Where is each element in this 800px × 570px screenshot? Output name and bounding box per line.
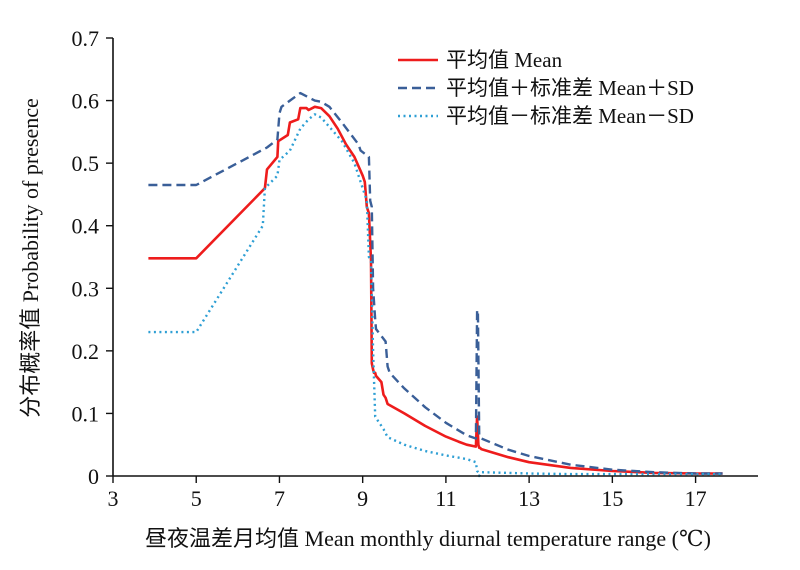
y-tick-label: 0.6	[72, 89, 100, 114]
x-tick-label: 5	[191, 486, 202, 511]
x-tick-label: 3	[108, 486, 119, 511]
y-tick-label: 0.2	[72, 339, 100, 364]
y-tick-label: 0.7	[72, 26, 100, 51]
series-line-1	[148, 91, 723, 475]
y-tick-label: 0.1	[72, 401, 100, 426]
x-tick-label: 15	[601, 486, 623, 511]
plot-lines	[148, 91, 723, 478]
series-line-2	[148, 113, 723, 478]
y-tick-label: 0.3	[72, 276, 100, 301]
x-ticks: 3 5 7 9 11 13 15 17	[108, 476, 707, 511]
axes	[112, 38, 758, 477]
y-tick-label: 0	[88, 464, 99, 489]
series-line-0	[148, 105, 723, 475]
y-ticks: 0 0.1 0.2 0.3 0.4 0.5 0.6 0.7	[72, 26, 113, 489]
x-axis-title: 昼夜温差月均值 Mean monthly diurnal temperature…	[145, 526, 711, 551]
x-tick-label: 17	[685, 486, 707, 511]
legend-label-0: 平均值 Mean	[446, 48, 563, 72]
x-tick-label: 13	[518, 486, 540, 511]
y-axis-title: 分布概率值 Probability of presence	[18, 98, 43, 418]
legend-label-1: 平均值＋标准差 Mean＋SD	[446, 76, 694, 100]
y-tick-label: 0.5	[72, 151, 100, 176]
y-tick-label: 0.4	[72, 214, 100, 239]
x-tick-label: 11	[435, 486, 456, 511]
x-tick-label: 9	[357, 486, 368, 511]
legend: 平均值 Mean 平均值＋标准差 Mean＋SD 平均值－标准差 Mean－SD	[398, 48, 694, 128]
legend-label-2: 平均值－标准差 Mean－SD	[446, 104, 694, 128]
x-tick-label: 7	[274, 486, 285, 511]
